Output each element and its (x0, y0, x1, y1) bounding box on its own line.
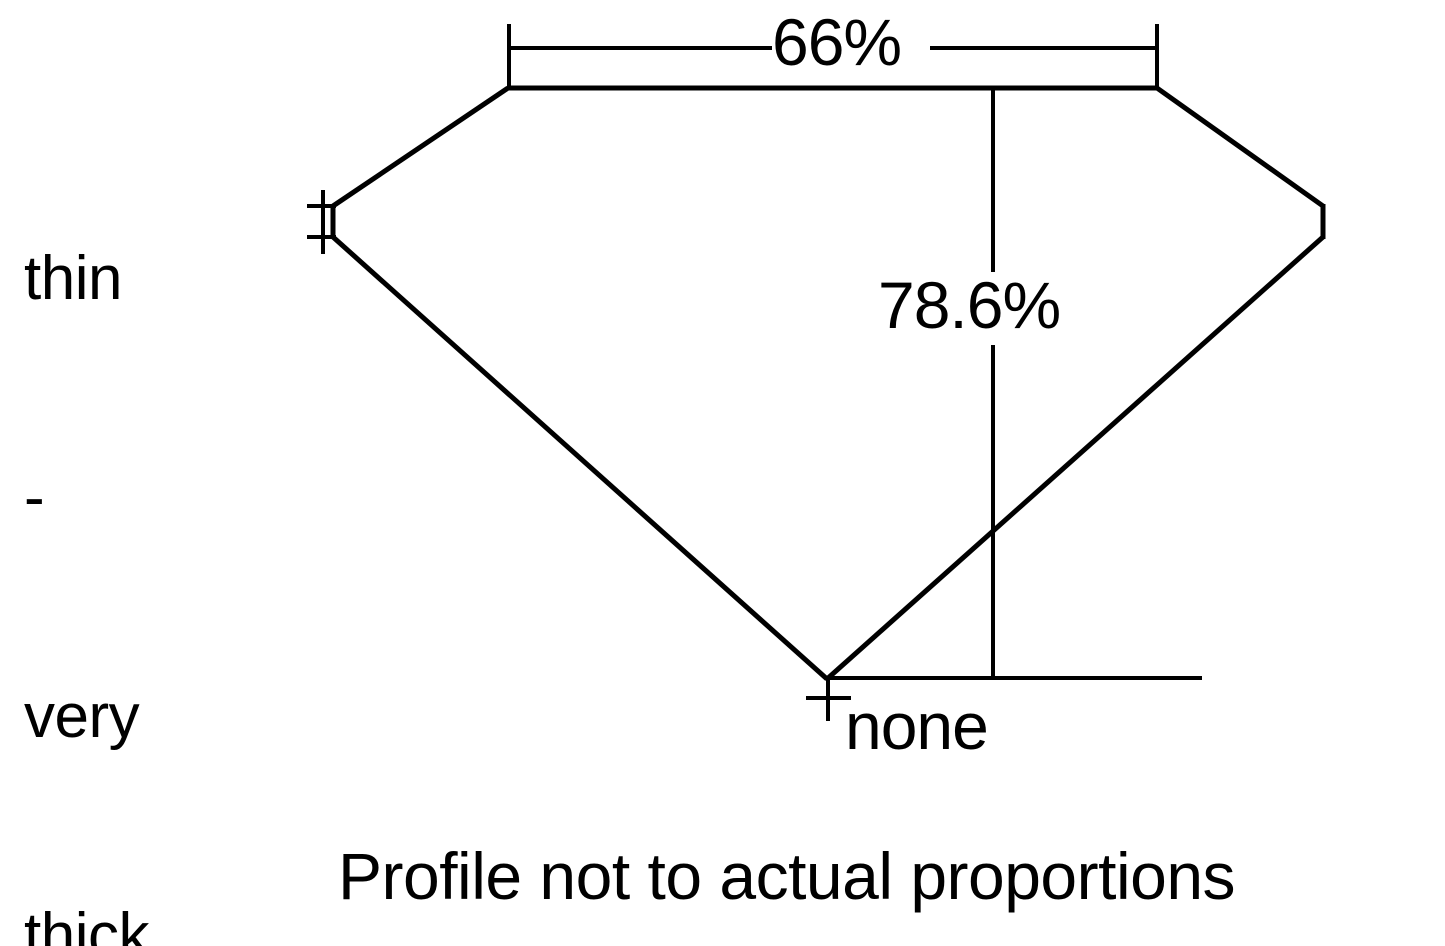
table-dimension-group (507, 24, 1159, 88)
diagram-caption: Profile not to actual proportions (338, 839, 1236, 913)
girdle-leader-group (307, 190, 336, 254)
pavilion-left-edge (331, 235, 829, 681)
culet-size-label: none (845, 689, 989, 763)
depth-percentage-label: 78.6% (878, 268, 1061, 342)
pavilion-right-edge (825, 235, 1325, 681)
girdle-label-line-2: - (24, 463, 45, 532)
crown-right-edge (1155, 85, 1325, 209)
girdle-label-line-4: thick (24, 901, 149, 946)
girdle-label-line-1: thin (24, 244, 122, 313)
diamond-outline (330, 85, 1326, 681)
crown-left-edge (331, 85, 510, 209)
table-percentage-label: 66% (772, 5, 902, 79)
girdle-thickness-label: thin - very thick (24, 96, 149, 946)
culet-group (806, 676, 1202, 721)
girdle-label-line-3: very (24, 682, 140, 751)
